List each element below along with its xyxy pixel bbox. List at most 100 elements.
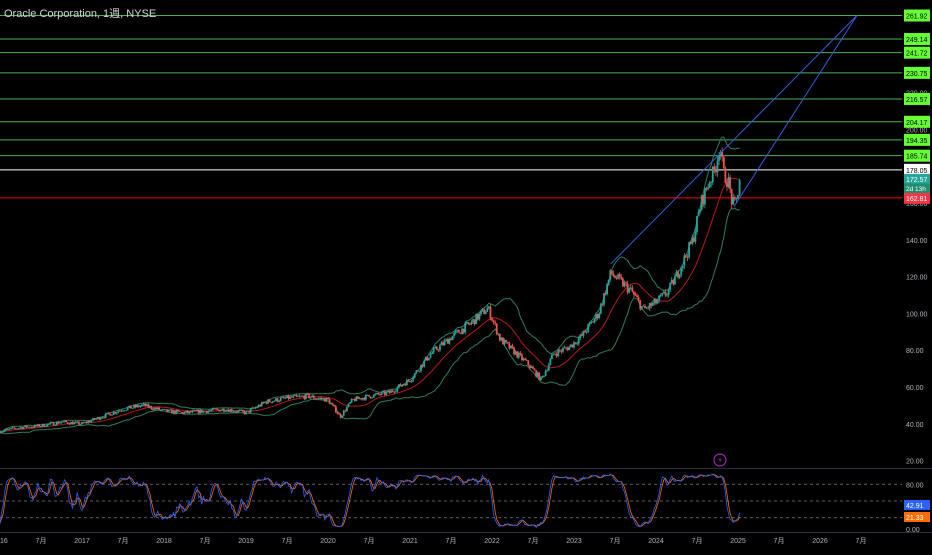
support-level-label: 162.81 xyxy=(906,196,928,203)
candle-body xyxy=(651,302,654,306)
candle-body xyxy=(204,410,206,412)
candle-body xyxy=(521,354,523,360)
candle-body xyxy=(287,395,290,399)
candle-body xyxy=(669,282,672,290)
candle-body xyxy=(2,431,5,433)
candle-body xyxy=(215,408,217,410)
candle-body xyxy=(112,412,115,415)
candle-body xyxy=(724,168,727,183)
candle-body xyxy=(300,395,303,397)
candle-body xyxy=(615,277,618,279)
candle-body xyxy=(628,288,631,293)
candle-body xyxy=(252,407,255,409)
candle-body xyxy=(631,287,634,292)
candle-body xyxy=(552,353,555,355)
candle-body xyxy=(625,282,627,284)
x-tick-label: 7月 xyxy=(200,537,211,545)
candle-body xyxy=(377,392,380,395)
candle-body xyxy=(557,349,560,357)
candle-body xyxy=(229,409,232,412)
candle-body xyxy=(508,343,511,349)
candle-body xyxy=(0,431,1,433)
stoch-d-badge xyxy=(904,511,930,522)
candle-body xyxy=(398,384,400,388)
candle-body xyxy=(106,412,109,414)
candle-body xyxy=(394,391,397,393)
x-tick-label: 2016 xyxy=(0,538,8,545)
candle-body xyxy=(711,166,714,183)
level-badge xyxy=(904,9,930,22)
candle-body xyxy=(103,417,105,419)
candle-body xyxy=(189,411,192,413)
candle-body xyxy=(473,319,476,325)
candle-body xyxy=(249,408,252,413)
candle-body xyxy=(175,410,178,414)
candle-body xyxy=(582,330,585,336)
candle-body xyxy=(51,422,53,423)
y-tick-label: 40.00 xyxy=(906,422,924,429)
level-label: 216.57 xyxy=(906,97,928,104)
candle-body xyxy=(421,364,424,367)
candle-body xyxy=(186,410,189,413)
candle-body xyxy=(344,410,347,412)
candle-body xyxy=(191,410,194,413)
candle-body xyxy=(402,384,405,386)
candle-body xyxy=(645,307,648,309)
candle-body xyxy=(77,421,80,425)
candle-body xyxy=(47,423,50,425)
candle-body xyxy=(446,339,449,344)
candle-body xyxy=(90,420,93,423)
candle-body xyxy=(666,294,668,296)
candle-body xyxy=(432,348,435,353)
candle-body xyxy=(155,407,158,410)
candle-body xyxy=(159,409,162,411)
candle-body xyxy=(527,360,530,366)
y-tick-label: 200.00 xyxy=(906,127,928,134)
candle-body xyxy=(664,291,667,296)
candle-body xyxy=(355,396,358,401)
candle-body xyxy=(442,342,445,345)
candle-body xyxy=(182,412,184,414)
candle-body xyxy=(276,398,279,402)
candle-body xyxy=(560,350,563,352)
countdown-badge xyxy=(904,183,930,193)
candle-body xyxy=(38,424,41,427)
candle-body xyxy=(44,426,47,428)
candle-body xyxy=(268,399,271,402)
candle-body xyxy=(55,421,58,425)
candle-body xyxy=(716,160,719,173)
white-level-badge xyxy=(904,163,930,176)
candle-body xyxy=(264,402,266,404)
candle-body xyxy=(336,412,339,414)
level-label: 204.17 xyxy=(906,120,928,127)
candle-body xyxy=(383,391,386,395)
candle-body xyxy=(462,328,465,333)
candle-body xyxy=(393,391,396,393)
stoch-k-line xyxy=(0,473,740,529)
level-label: 194.35 xyxy=(906,138,928,145)
candle-body xyxy=(576,343,579,345)
candle-body xyxy=(278,400,281,402)
candle-body xyxy=(117,411,120,413)
level-label: 261.92 xyxy=(906,14,928,21)
x-tick-label: 2018 xyxy=(156,538,172,545)
candle-body xyxy=(519,352,522,355)
candle-body xyxy=(292,395,295,398)
candle-body xyxy=(601,304,604,306)
candle-body xyxy=(210,409,213,411)
candle-body xyxy=(347,403,350,408)
candle-body xyxy=(517,352,520,358)
candle-body xyxy=(93,418,96,420)
candle-body xyxy=(13,427,16,429)
candle-body xyxy=(683,255,686,266)
candle-body xyxy=(453,332,456,336)
candle-body xyxy=(637,297,640,301)
candle-body xyxy=(566,347,569,351)
candle-body xyxy=(8,428,11,430)
candle-body xyxy=(539,376,542,381)
candle-body xyxy=(284,397,287,399)
candle-body xyxy=(401,385,404,387)
candle-body xyxy=(368,394,370,397)
